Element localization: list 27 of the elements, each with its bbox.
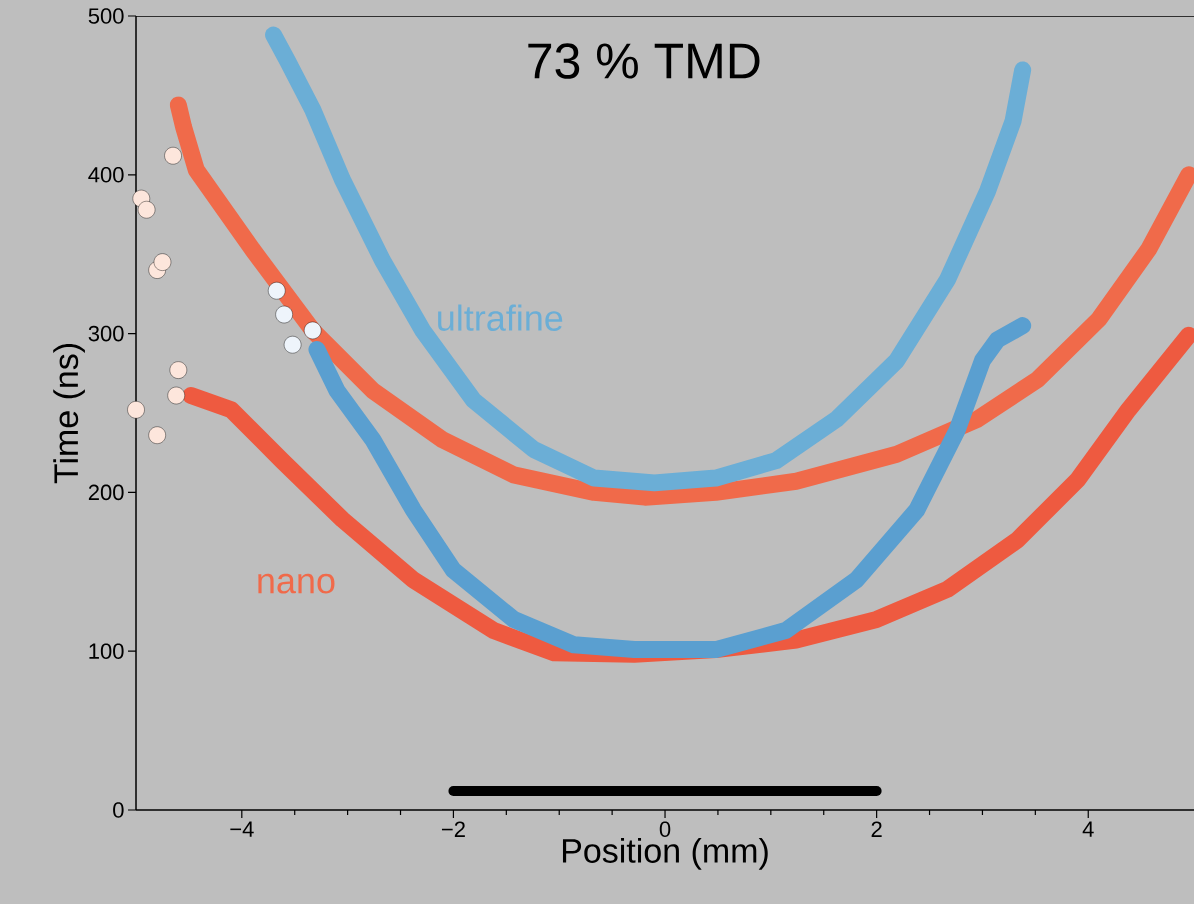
x-tick-label: 4 [1082, 821, 1094, 837]
point [127, 401, 145, 419]
annotation: ultrafine [438, 304, 563, 331]
point [275, 305, 293, 324]
point [169, 361, 188, 379]
x-tick-label: 2 [871, 821, 882, 837]
x-tick-label: −2 [441, 821, 465, 837]
y-tick-label: 0 [113, 802, 124, 818]
point [283, 336, 302, 354]
x-tick-label: 0 [659, 821, 671, 838]
point [148, 426, 166, 444]
point [268, 282, 286, 300]
point [164, 147, 182, 165]
y-tick-label: 100 [89, 643, 124, 659]
y-tick-label: 200 [88, 484, 124, 501]
x-tick-label: −4 [230, 821, 254, 837]
y-tick-label: 300 [88, 325, 124, 342]
y-tick-label: 400 [88, 166, 124, 183]
point [153, 253, 172, 271]
x-axis-title: Position (mm) [562, 837, 768, 870]
point [167, 386, 185, 405]
y-tick-label: 500 [88, 8, 124, 24]
point [137, 201, 156, 219]
annotation: nano [258, 573, 335, 594]
y-axis-title: Time (ns) [53, 343, 85, 484]
point [304, 321, 322, 340]
chart-title: 73 % TMD [528, 43, 760, 79]
